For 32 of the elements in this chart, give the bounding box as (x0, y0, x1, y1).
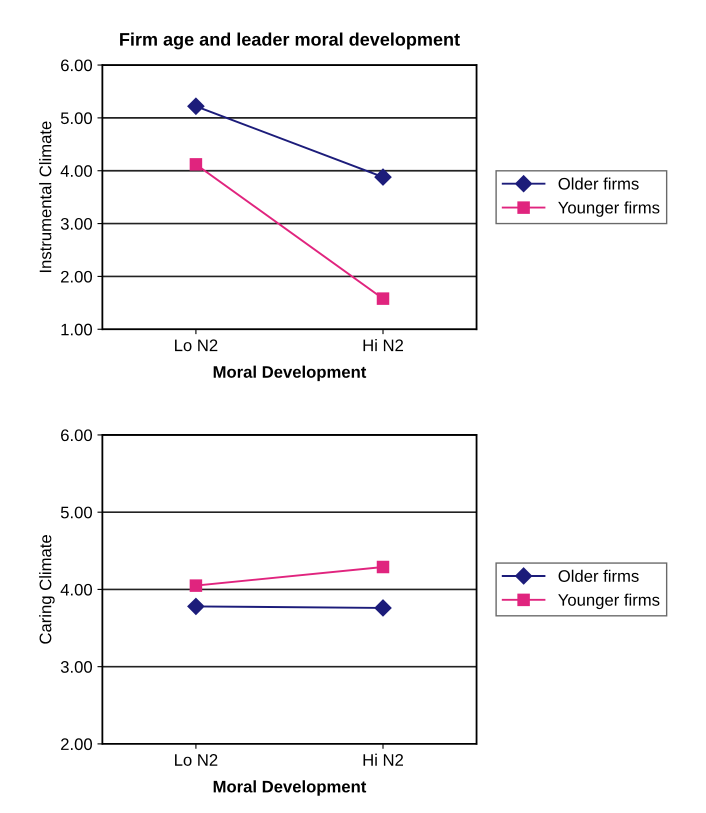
point (374, 599, 392, 617)
point (190, 579, 202, 592)
legend-label: Younger firms (558, 201, 660, 217)
point (190, 158, 202, 171)
x-axis-title: Moral Development (214, 780, 366, 796)
legend-label: Older firms (558, 570, 639, 582)
legend-label: Younger firms (558, 594, 660, 610)
x-tick-label: Lo N2 (175, 339, 218, 352)
y-tick-label: 1.00 (61, 324, 92, 336)
y-tick-label: 4.00 (60, 165, 92, 177)
chart-title: Firm age and leader moral development (120, 32, 460, 50)
x-tick-label: Lo N2 (175, 754, 218, 766)
y-tick-label: 5.00 (60, 506, 92, 518)
y-axis-title: Caring Climate (39, 535, 55, 644)
y-axis-title: Instrumental Climate (39, 121, 52, 272)
y-tick-label: 3.00 (60, 218, 92, 230)
y-tick-label: 2.00 (61, 738, 92, 750)
point (376, 560, 390, 574)
point (374, 168, 392, 186)
legend-label: Older firms (558, 177, 639, 190)
y-tick-label: 5.00 (60, 112, 92, 124)
point (376, 292, 390, 305)
y-tick-label: 4.00 (60, 584, 92, 596)
x-axis-title: Moral Development (214, 366, 366, 382)
point (187, 98, 204, 115)
point (187, 598, 204, 615)
y-tick-label: 6.00 (61, 59, 92, 72)
x-tick-label: Hi N2 (364, 338, 404, 352)
y-tick-label: 3.00 (60, 661, 92, 673)
y-tick-label: 2.00 (61, 270, 92, 283)
x-tick-label: Hi N2 (364, 754, 404, 766)
y-tick-label: 6.00 (61, 429, 92, 442)
